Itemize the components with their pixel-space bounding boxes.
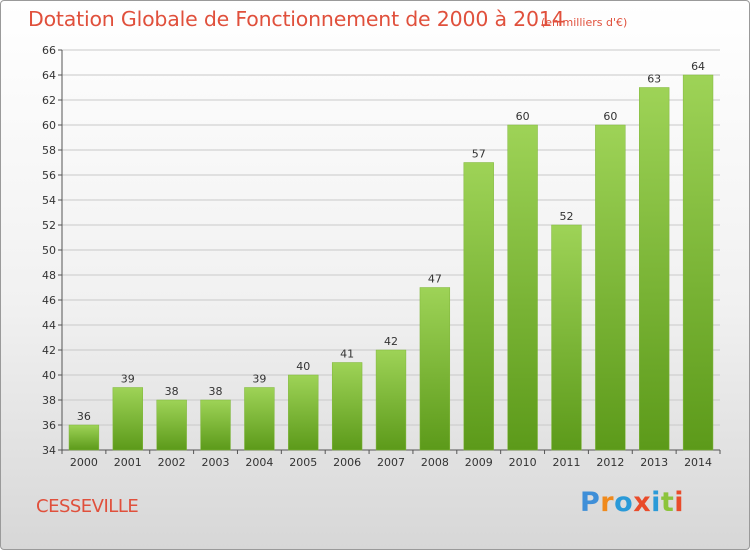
y-tick-label: 60: [42, 119, 56, 132]
x-tick-label: 2006: [333, 456, 361, 469]
data-label: 41: [340, 348, 354, 361]
x-tick-label: 2005: [289, 456, 317, 469]
chart-title: Dotation Globale de Fonctionnement de 20…: [28, 7, 565, 31]
y-tick-label: 56: [42, 169, 56, 182]
chart-subtitle: (en milliers d'€): [541, 16, 628, 29]
x-tick-label: 2004: [245, 456, 273, 469]
bar: [112, 387, 143, 451]
bar: [551, 224, 582, 451]
bar: [682, 74, 714, 451]
data-label: 39: [121, 373, 135, 386]
y-tick-label: 62: [42, 94, 56, 107]
x-tick-label: 2013: [640, 456, 668, 469]
x-tick-label: 2012: [596, 456, 624, 469]
x-tick-label: 2014: [684, 456, 712, 469]
x-tick-label: 2002: [158, 456, 186, 469]
logo-letter: i: [674, 487, 685, 518]
y-tick-label: 50: [42, 244, 56, 257]
data-label: 36: [77, 410, 91, 423]
data-label: 47: [428, 273, 442, 286]
bar: [68, 424, 100, 451]
data-label: 63: [647, 73, 661, 86]
y-tick-label: 64: [42, 69, 56, 82]
data-label: 42: [384, 335, 398, 348]
y-tick-label: 46: [42, 294, 56, 307]
logo-letter: t: [660, 487, 675, 518]
data-label: 40: [296, 360, 310, 373]
y-tick-label: 66: [42, 44, 56, 57]
data-label: 39: [252, 373, 266, 386]
logo-letter: o: [614, 487, 634, 518]
x-tick-label: 2010: [509, 456, 537, 469]
logo-letter: P: [580, 487, 601, 518]
bar: [463, 162, 494, 451]
data-label: 38: [209, 385, 223, 398]
town-name: CESSEVILLE: [36, 496, 139, 517]
x-tick-label: 2000: [70, 456, 98, 469]
data-labels: 36 39 38 38 39 40 41 42 47 57 60 52 60 63 64: [77, 60, 705, 423]
x-tick-label: 2011: [552, 456, 580, 469]
x-tick-label: 2009: [465, 456, 493, 469]
x-tick-label: 2003: [202, 456, 230, 469]
bar: [200, 399, 231, 451]
logo-letter: x: [633, 487, 652, 518]
bar: [639, 87, 670, 451]
y-tick-label: 40: [42, 369, 56, 382]
y-tick-label: 52: [42, 219, 56, 232]
y-tick-label: 42: [42, 344, 56, 357]
y-tick-label: 38: [42, 394, 56, 407]
y-tick-label: 36: [42, 419, 56, 432]
bar: [156, 399, 187, 451]
bar: [419, 287, 451, 451]
data-label: 60: [516, 110, 530, 123]
bar: [595, 124, 626, 451]
logo-letter: i: [651, 487, 661, 518]
data-label: 38: [165, 385, 179, 398]
data-label: 60: [603, 110, 617, 123]
y-tick-label: 34: [42, 444, 56, 457]
data-label: 57: [472, 148, 486, 161]
y-tick-label: 48: [42, 269, 56, 282]
bar: [288, 374, 319, 451]
bar: [331, 362, 363, 451]
data-label: 52: [559, 210, 573, 223]
logo-letter: r: [600, 487, 615, 518]
x-tick-label: 2008: [421, 456, 449, 469]
bar: [244, 387, 275, 451]
data-label: 64: [691, 60, 705, 73]
y-tick-label: 58: [42, 144, 56, 157]
x-tick-label: 2001: [114, 456, 142, 469]
bar: [375, 349, 407, 451]
bar: [507, 124, 538, 451]
proxiti-logo[interactable]: Proxiti: [580, 487, 684, 518]
y-tick-label: 54: [42, 194, 56, 207]
y-tick-label: 44: [42, 319, 56, 332]
x-tick-label: 2007: [377, 456, 405, 469]
bars: [68, 74, 714, 451]
